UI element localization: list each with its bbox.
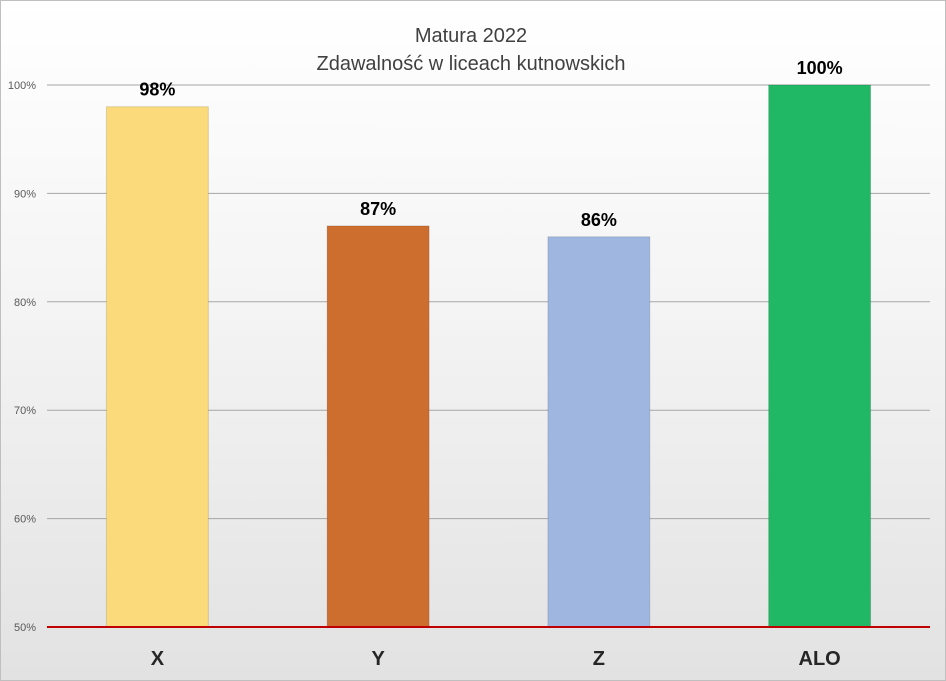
data-label-z: 86%	[581, 210, 617, 230]
bars	[105, 84, 872, 628]
y-tick-label: 90%	[14, 188, 36, 200]
data-label-y: 87%	[360, 199, 396, 219]
category-label-x: X	[151, 648, 165, 670]
y-tick-label: 80%	[14, 297, 36, 309]
chart-title: Matura 2022	[415, 25, 527, 47]
bar-y	[326, 225, 430, 628]
bar-alo	[768, 84, 872, 628]
y-tick-label: 50%	[14, 622, 36, 634]
bar-x	[105, 106, 209, 628]
x-axis-categories: X Y Z ALO	[151, 648, 841, 670]
y-axis-ticks: 50% 60% 70% 80% 90% 100%	[8, 80, 36, 634]
y-tick-label: 100%	[8, 80, 36, 92]
chart-subtitle: Zdawalność w liceach kutnowskich	[316, 53, 625, 75]
data-label-alo: 100%	[797, 58, 843, 78]
data-label-x: 98%	[139, 80, 175, 100]
bar-z	[547, 236, 651, 628]
category-label-y: Y	[371, 648, 385, 670]
y-tick-label: 60%	[14, 514, 36, 526]
category-label-z: Z	[593, 648, 605, 670]
y-tick-label: 70%	[14, 405, 36, 417]
data-labels: 98% 87% 86% 100%	[139, 58, 842, 230]
category-label-alo: ALO	[799, 648, 841, 670]
